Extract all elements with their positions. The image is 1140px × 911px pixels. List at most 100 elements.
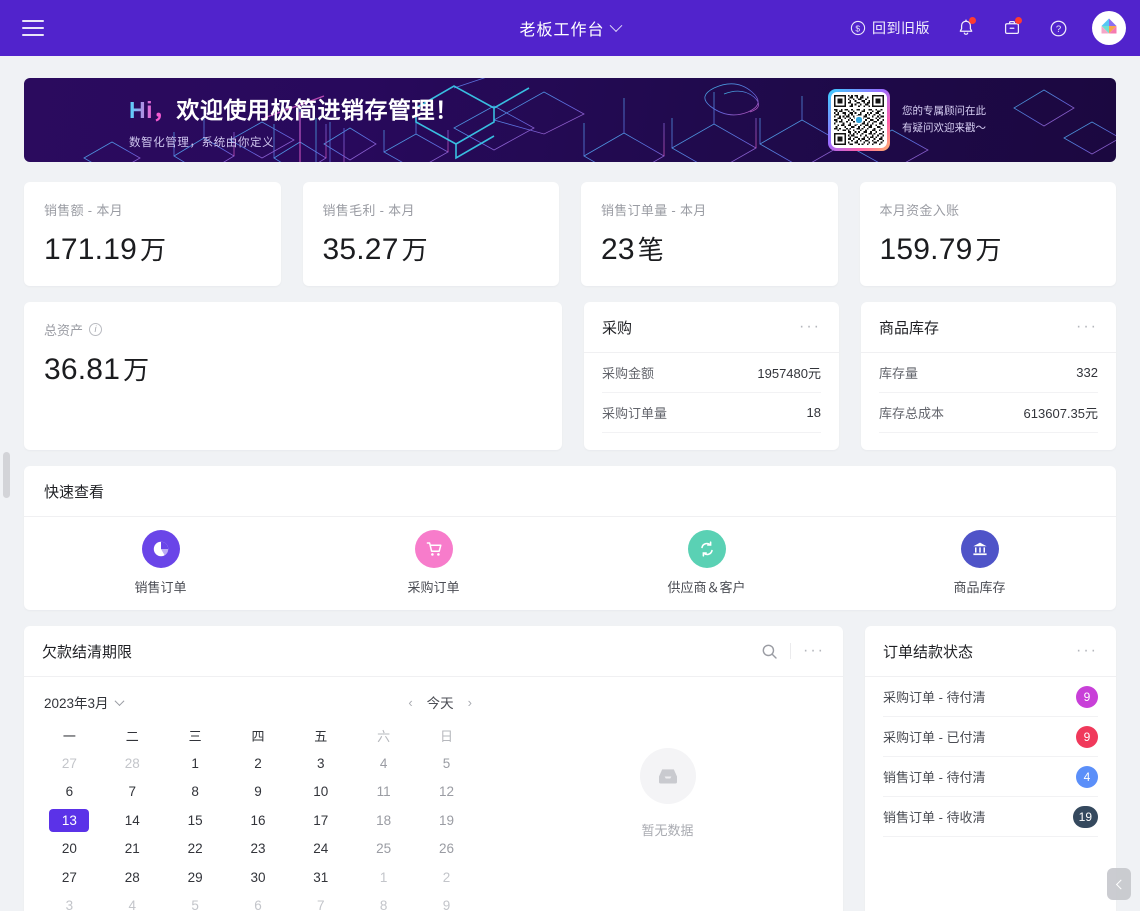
calendar-day[interactable]: 28: [101, 863, 164, 892]
calendar-day[interactable]: 27: [38, 863, 101, 892]
ellipsis-icon[interactable]: ···: [799, 318, 821, 335]
workspace-title-dropdown[interactable]: 老板工作台: [519, 16, 623, 40]
calendar-day[interactable]: 4: [101, 892, 164, 911]
calendar-day-selected[interactable]: 13: [38, 806, 101, 835]
sidebar-drag-handle[interactable]: [3, 452, 10, 498]
calendar-day[interactable]: 8: [164, 778, 227, 807]
kpi-unit: 万: [975, 235, 1002, 265]
calendar-day-label: 9: [254, 784, 262, 800]
calendar-day[interactable]: 3: [289, 749, 352, 778]
calendar-day[interactable]: 28: [101, 749, 164, 778]
calendar-day[interactable]: 26: [415, 835, 478, 864]
calendar-day[interactable]: 2: [415, 863, 478, 892]
calendar-month-selector[interactable]: 2023年3月: [44, 692, 124, 712]
status-count-badge: 9: [1076, 725, 1098, 748]
calendar-day[interactable]: 22: [164, 835, 227, 864]
calendar-day[interactable]: 10: [289, 778, 352, 807]
status-row[interactable]: 销售订单 - 待收清 19: [883, 797, 1098, 837]
quick-item-inventory[interactable]: 商品库存: [843, 530, 1116, 596]
calendar-day[interactable]: 18: [352, 806, 415, 835]
quick-view-title: 快速查看: [24, 466, 1116, 517]
panel-collapse-button[interactable]: [1107, 868, 1131, 900]
banner-headline-rest: 欢迎使用极简进销存管理！: [176, 96, 459, 123]
calendar-day[interactable]: 6: [38, 778, 101, 807]
chevron-right-icon[interactable]: ›: [467, 694, 472, 710]
kpi-card-sales-order-count[interactable]: 销售订单量 - 本月 23 笔: [581, 182, 838, 286]
status-count-badge: 9: [1076, 685, 1098, 708]
qr-code-frame[interactable]: [828, 89, 890, 151]
calendar-day[interactable]: 1: [352, 863, 415, 892]
calendar-grid: 一 二 三 四 五 六 日 27 28 1 2 3 4 5 6 7 8 9 10 11 12 13 14 15 1…: [38, 721, 478, 911]
quick-item-label: 采购订单: [407, 580, 460, 595]
calendar-today-button[interactable]: 今天: [426, 696, 454, 711]
calendar-day[interactable]: 11: [352, 778, 415, 807]
calendar-day[interactable]: 19: [415, 806, 478, 835]
status-row[interactable]: 销售订单 - 待付清 4: [883, 757, 1098, 797]
quick-item-sales-order[interactable]: 销售订单: [24, 530, 297, 596]
status-row[interactable]: 采购订单 - 已付清 9: [883, 717, 1098, 757]
calendar-day[interactable]: 9: [227, 778, 290, 807]
calendar-day[interactable]: 12: [415, 778, 478, 807]
calendar-day[interactable]: 17: [289, 806, 352, 835]
calendar-day-label: 28: [124, 869, 140, 885]
calendar-day[interactable]: 8: [352, 892, 415, 911]
calendar-day[interactable]: 2: [227, 749, 290, 778]
calendar-day-label: 5: [442, 755, 451, 771]
calendar-weeks: 27 28 1 2 3 4 5 6 7 8 9 10 11 12 13 14 15 16 17 18 19 20 21 22 2…: [38, 749, 478, 911]
total-assets-card[interactable]: 总资产 i 36.81 万: [24, 302, 562, 450]
calendar-day[interactable]: 30: [227, 863, 290, 892]
calendar-day-label: 16: [250, 812, 266, 828]
calendar-day[interactable]: 15: [164, 806, 227, 835]
calendar-day[interactable]: 6: [227, 892, 290, 911]
ellipsis-icon[interactable]: ···: [803, 642, 825, 659]
debt-detail-empty-state: 暂无数据: [492, 677, 843, 911]
calendar-day-label: 14: [124, 812, 140, 828]
calendar-day[interactable]: 9: [415, 892, 478, 911]
quick-item-supplier-customer[interactable]: 供应商＆客户: [570, 530, 843, 596]
calendar-day[interactable]: 5: [164, 892, 227, 911]
quick-item-purchase-order[interactable]: 采购订单: [297, 530, 570, 596]
status-row[interactable]: 采购订单 - 待付清 9: [883, 677, 1098, 717]
row-value: 332: [1076, 365, 1098, 380]
chevron-left-icon[interactable]: ‹: [408, 694, 413, 710]
calendar-day[interactable]: 7: [101, 778, 164, 807]
notifications-button[interactable]: [946, 8, 986, 48]
calendar-day[interactable]: 16: [227, 806, 290, 835]
calendar-day[interactable]: 4: [352, 749, 415, 778]
calendar-day-label: 28: [124, 755, 140, 771]
calendar-day-label: 26: [439, 841, 455, 857]
inbox-button[interactable]: [992, 8, 1032, 48]
calendar-day[interactable]: 7: [289, 892, 352, 911]
calendar-day[interactable]: 23: [227, 835, 290, 864]
kpi-value: 35.27 万: [323, 230, 540, 267]
calendar-day[interactable]: 25: [352, 835, 415, 864]
calendar-toolbar: 2023年3月 ‹ 今天 ›: [38, 687, 478, 721]
calendar-day[interactable]: 1: [164, 749, 227, 778]
user-avatar[interactable]: [1092, 11, 1126, 45]
calendar-day[interactable]: 29: [164, 863, 227, 892]
kpi-card-monthly-income[interactable]: 本月资金入账 159.79 万: [859, 182, 1116, 286]
calendar-day[interactable]: 21: [101, 835, 164, 864]
search-icon[interactable]: [761, 643, 778, 660]
calendar-day[interactable]: 14: [101, 806, 164, 835]
calendar-day-label: 4: [379, 755, 388, 771]
qr-code-icon: [834, 95, 884, 145]
divider: [790, 643, 792, 659]
kpi-card-gross-profit[interactable]: 销售毛利 - 本月 35.27 万: [302, 182, 559, 286]
help-button[interactable]: ?: [1038, 8, 1078, 48]
info-circle-icon[interactable]: i: [89, 323, 103, 336]
back-to-old-version-button[interactable]: $ 回到旧版: [840, 12, 940, 44]
calendar-day[interactable]: 20: [38, 835, 101, 864]
calendar-day[interactable]: 27: [38, 749, 101, 778]
calendar-day[interactable]: 31: [289, 863, 352, 892]
hamburger-menu-icon[interactable]: [22, 20, 44, 36]
dollar-circle-icon: $: [850, 20, 866, 36]
kpi-label: 销售毛利 - 本月: [322, 203, 415, 218]
ellipsis-icon[interactable]: ···: [1076, 318, 1098, 335]
calendar-day[interactable]: 24: [289, 835, 352, 864]
calendar-day[interactable]: 3: [38, 892, 101, 911]
ellipsis-icon[interactable]: ···: [1076, 642, 1098, 659]
purchase-card: 采购 ··· 采购金额 1957480元 采购订单量 18: [584, 302, 839, 450]
kpi-card-sales-amount[interactable]: 销售额 - 本月 171.19 万: [24, 182, 281, 286]
calendar-day[interactable]: 5: [415, 749, 478, 778]
